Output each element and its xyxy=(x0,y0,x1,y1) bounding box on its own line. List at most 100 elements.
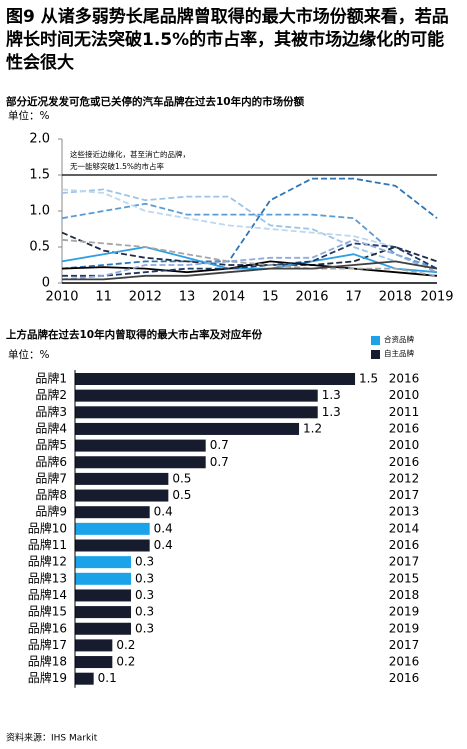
bar xyxy=(75,406,318,419)
bar xyxy=(75,506,150,519)
annotation: 这些接近边缘化，甚至消亡的品牌， xyxy=(70,149,190,159)
bar xyxy=(75,422,300,435)
y-tick-label: 1.5 xyxy=(29,168,50,183)
category-label: 品牌9 xyxy=(35,505,67,519)
year-label: 2016 xyxy=(389,538,420,552)
category-label: 品牌12 xyxy=(28,555,67,569)
year-label: 2010 xyxy=(389,388,420,402)
series-line xyxy=(61,238,438,281)
value-label: 0.7 xyxy=(210,438,229,452)
category-label: 品牌6 xyxy=(35,455,67,469)
chart-title: 部分近况发发可危或已关停的汽车品牌在过去10年内的市场份额 xyxy=(6,95,305,108)
series-line xyxy=(61,177,438,270)
category-label: 品牌3 xyxy=(35,405,67,419)
bar xyxy=(75,672,94,685)
x-tick-label: 13 xyxy=(179,290,196,305)
x-tick-label: 15 xyxy=(262,290,279,305)
series-line xyxy=(61,188,438,263)
series-line xyxy=(61,246,438,274)
value-label: 0.5 xyxy=(172,488,191,502)
category-label: 品牌16 xyxy=(28,621,67,635)
x-tick-label: 2018 xyxy=(379,290,412,305)
category-label: 品牌4 xyxy=(35,421,67,435)
value-label: 0.4 xyxy=(154,505,173,519)
series-line xyxy=(61,202,438,270)
chart-title: 上方品牌在过去10年内曾取得的最大市占率及对应年份 xyxy=(6,328,263,341)
year-label: 2019 xyxy=(389,605,420,619)
year-label: 2017 xyxy=(389,638,420,652)
y-tick-label: 1.0 xyxy=(29,204,50,219)
year-label: 2019 xyxy=(389,621,420,635)
series-line xyxy=(62,242,438,277)
category-label: 品牌19 xyxy=(28,671,67,685)
x-tick-label: 2016 xyxy=(295,290,328,305)
y-tick-label: 0 xyxy=(42,276,50,291)
series-line xyxy=(61,260,438,277)
category-label: 品牌17 xyxy=(28,638,67,652)
value-label: 0.2 xyxy=(116,655,135,669)
value-label: 1.3 xyxy=(322,388,341,402)
y-tick-label: 2.0 xyxy=(29,132,50,147)
series-line xyxy=(62,260,438,281)
year-label: 2015 xyxy=(389,571,420,585)
category-label: 品牌11 xyxy=(28,538,67,552)
value-label: 0.3 xyxy=(135,588,154,602)
bar xyxy=(75,539,150,552)
year-label: 2018 xyxy=(389,588,420,602)
year-label: 2017 xyxy=(389,555,420,569)
value-label: 1.5 xyxy=(359,372,378,386)
x-tick-label: 2010 xyxy=(45,290,78,305)
value-label: 0.3 xyxy=(135,621,154,635)
category-label: 品牌5 xyxy=(35,438,67,452)
category-label: 品牌13 xyxy=(28,571,67,585)
x-tick-label: 11 xyxy=(95,290,112,305)
annotation: 无一能够突破1.5%的市占率 xyxy=(70,161,165,171)
bar xyxy=(75,572,132,585)
bar xyxy=(75,472,169,485)
category-label: 品牌18 xyxy=(28,655,67,669)
year-label: 2016 xyxy=(389,655,420,669)
bar xyxy=(75,389,318,402)
category-label: 品牌15 xyxy=(28,605,67,619)
year-label: 2016 xyxy=(389,671,420,685)
year-label: 2016 xyxy=(389,421,420,435)
value-label: 0.4 xyxy=(154,538,173,552)
bar xyxy=(75,456,206,469)
x-tick-label: 17 xyxy=(345,290,362,305)
bar xyxy=(75,622,132,635)
bar xyxy=(75,556,132,569)
legend-swatch xyxy=(371,350,380,359)
year-label: 2016 xyxy=(389,372,420,386)
unit-label: 单位：% xyxy=(8,109,49,122)
series-line xyxy=(61,238,438,277)
legend-label: 自主品牌 xyxy=(384,348,414,358)
year-label: 2013 xyxy=(389,505,420,519)
legend-label: 合资品牌 xyxy=(384,334,414,344)
x-tick-label: 2012 xyxy=(129,290,162,305)
year-label: 2011 xyxy=(389,405,420,419)
bar xyxy=(75,439,206,452)
category-label: 品牌8 xyxy=(35,488,67,502)
category-label: 品牌10 xyxy=(28,521,67,535)
value-label: 0.2 xyxy=(116,638,135,652)
value-label: 0.3 xyxy=(135,571,154,585)
x-tick-label: 2014 xyxy=(212,290,245,305)
year-label: 2016 xyxy=(389,455,420,469)
value-label: 1.3 xyxy=(322,405,341,419)
year-label: 2014 xyxy=(389,521,420,535)
x-tick-label: 2019 xyxy=(420,290,453,305)
category-label: 品牌2 xyxy=(35,388,67,402)
unit-label: 单位：% xyxy=(8,348,49,361)
bar xyxy=(75,373,356,385)
value-label: 0.3 xyxy=(135,555,154,569)
category-label: 品牌14 xyxy=(28,588,67,602)
year-label: 2010 xyxy=(389,438,420,452)
bar xyxy=(75,639,113,652)
value-label: 0.5 xyxy=(172,471,191,485)
y-tick-label: 0.5 xyxy=(29,240,50,255)
bar xyxy=(75,656,113,669)
source: 资料来源：IHS Markit xyxy=(6,732,98,744)
bar xyxy=(75,522,150,535)
